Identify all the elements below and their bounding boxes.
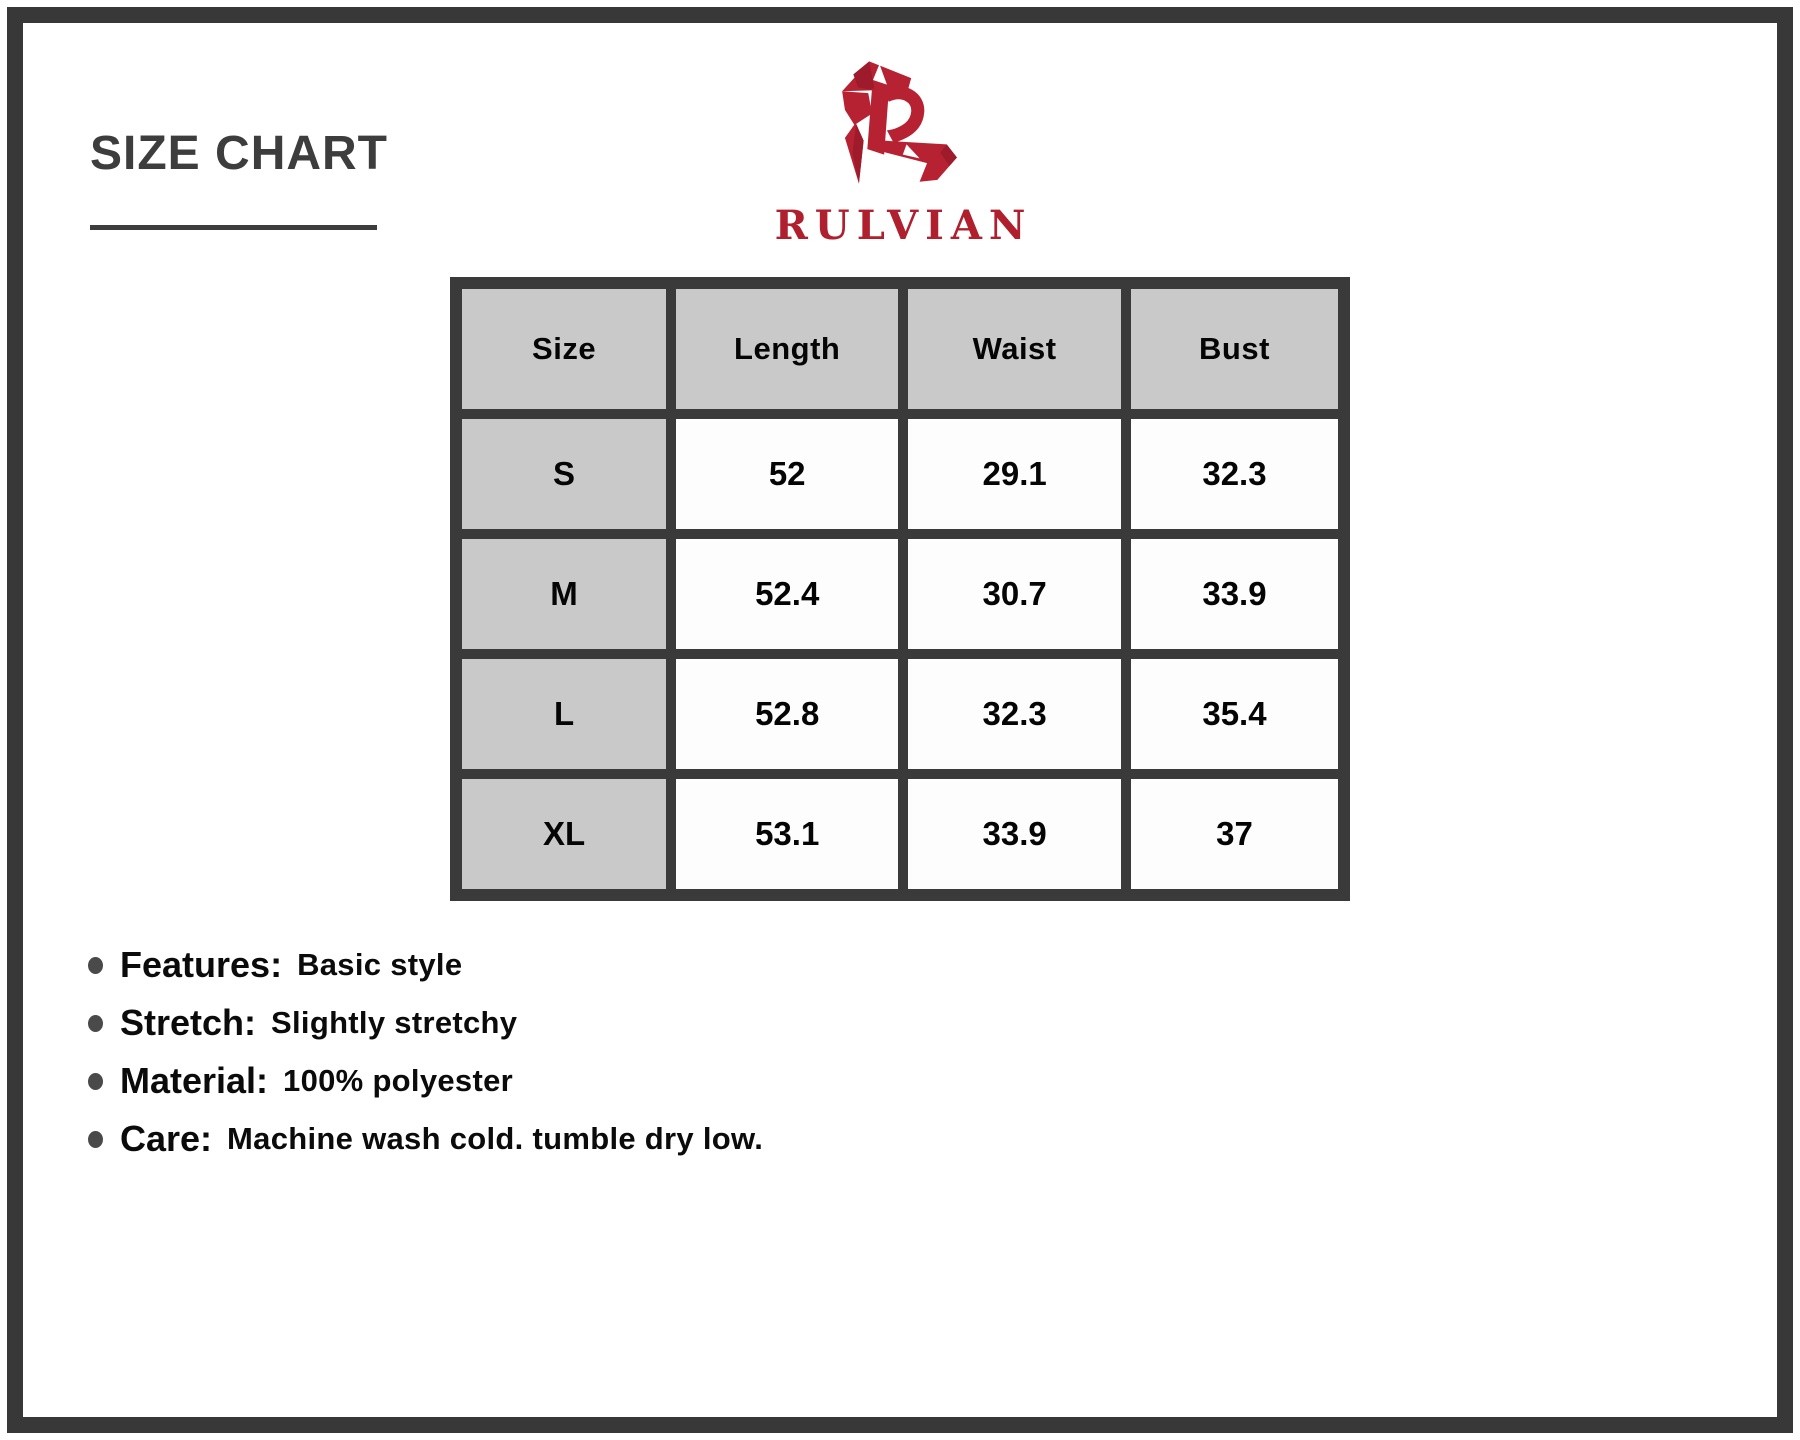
product-details-list: Features: Basic style Stretch: Slightly … <box>88 936 763 1168</box>
detail-label: Care: <box>120 1118 213 1159</box>
detail-label: Stretch: <box>120 1002 257 1043</box>
table-row-xl: XL 53.1 33.9 37 <box>462 779 1338 889</box>
title-underline <box>90 225 377 230</box>
bust-value-cell: 32.3 <box>1130 419 1338 529</box>
size-chart-table: Size Length Waist Bust S 52 29.1 32.3 M … <box>450 277 1350 901</box>
length-value-cell: 53.1 <box>676 779 899 889</box>
table-header-row: Size Length Waist Bust <box>462 289 1338 409</box>
size-label-cell: XL <box>462 779 667 889</box>
waist-value-cell: 33.9 <box>908 779 1121 889</box>
list-item-material: Material: 100% polyester <box>88 1052 763 1110</box>
brand-logo-icon <box>842 61 957 184</box>
detail-value: Slightly stretchy <box>271 1005 518 1040</box>
column-header-size: Size <box>462 289 667 409</box>
size-label-cell: M <box>462 539 667 649</box>
length-value-cell: 52.8 <box>676 659 899 769</box>
length-value-cell: 52 <box>676 419 899 529</box>
brand-name: RULVIAN <box>774 202 1033 249</box>
page-title: SIZE CHART <box>90 127 388 180</box>
table-row-m: M 52.4 30.7 33.9 <box>462 539 1338 649</box>
bust-value-cell: 35.4 <box>1130 659 1338 769</box>
size-label-cell: L <box>462 659 667 769</box>
bust-value-cell: 33.9 <box>1130 539 1338 649</box>
bullet-icon <box>88 956 103 974</box>
bust-value-cell: 37 <box>1130 779 1338 889</box>
waist-value-cell: 32.3 <box>908 659 1121 769</box>
column-header-bust: Bust <box>1130 289 1338 409</box>
column-header-length: Length <box>676 289 899 409</box>
brand-logo: RULVIAN <box>0 52 1800 249</box>
list-item-features: Features: Basic style <box>88 936 763 994</box>
detail-value: Basic style <box>297 947 463 982</box>
column-header-waist: Waist <box>908 289 1121 409</box>
bullet-icon <box>88 1072 103 1090</box>
detail-value: 100% polyester <box>283 1063 513 1098</box>
waist-value-cell: 30.7 <box>908 539 1121 649</box>
list-item-care: Care: Machine wash cold. tumble dry low. <box>88 1110 763 1168</box>
detail-value: Machine wash cold. tumble dry low. <box>227 1121 764 1156</box>
table-row-l: L 52.8 32.3 35.4 <box>462 659 1338 769</box>
bullet-icon <box>88 1130 103 1148</box>
size-label-cell: S <box>462 419 667 529</box>
table-row-s: S 52 29.1 32.3 <box>462 419 1338 529</box>
waist-value-cell: 29.1 <box>908 419 1121 529</box>
bullet-icon <box>88 1014 103 1032</box>
detail-label: Features: <box>120 944 283 985</box>
list-item-stretch: Stretch: Slightly stretchy <box>88 994 763 1052</box>
title-block: SIZE CHART <box>90 126 388 230</box>
detail-label: Material: <box>120 1060 269 1101</box>
length-value-cell: 52.4 <box>676 539 899 649</box>
